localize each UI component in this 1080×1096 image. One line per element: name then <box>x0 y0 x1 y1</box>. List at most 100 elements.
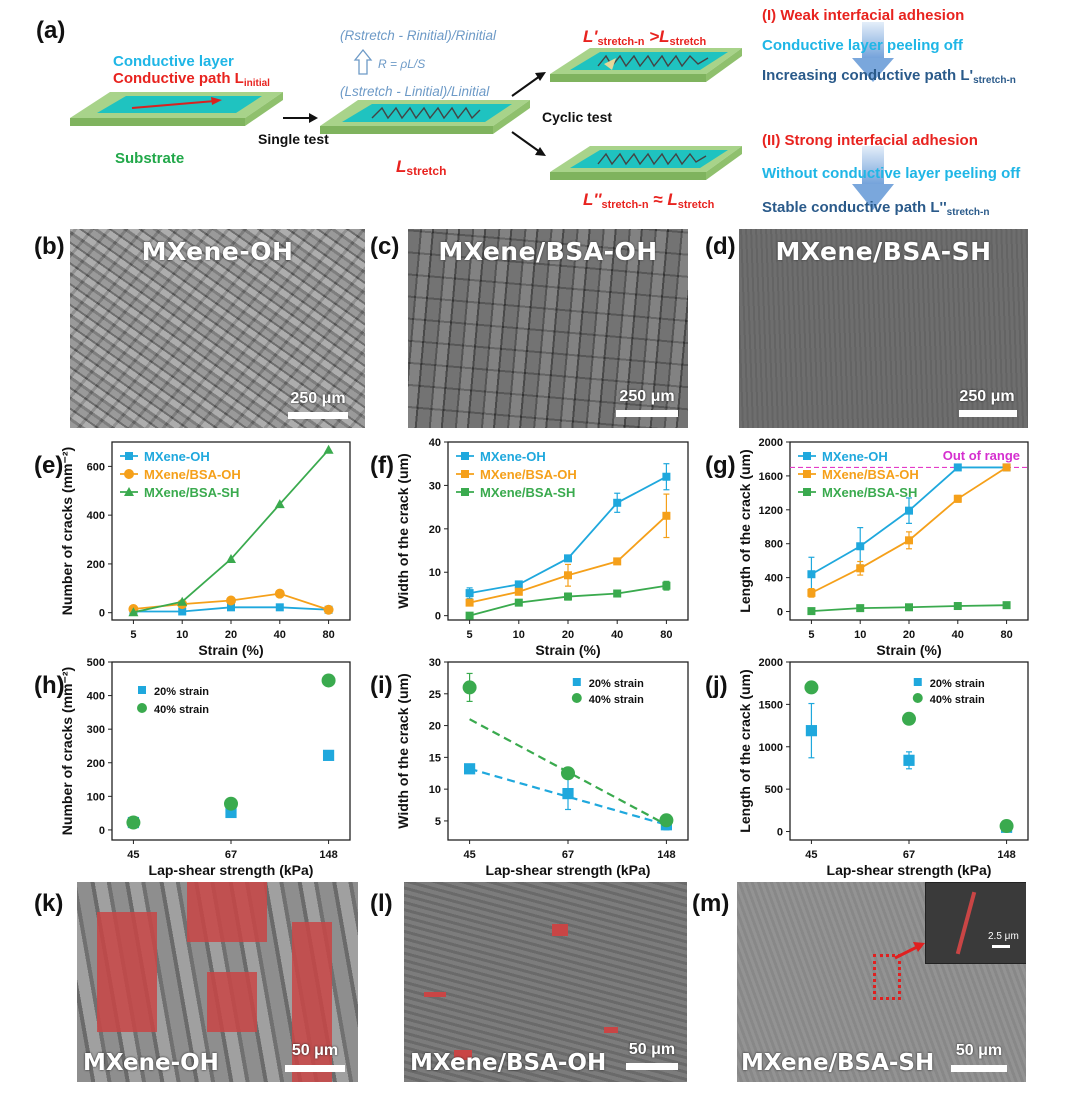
scale-label: 50 μm <box>291 1042 339 1059</box>
panel-label-b: (b) <box>34 233 65 260</box>
substrate-stretched <box>320 100 530 134</box>
sem-image-mxene-bsa-sh-cracks: 2.5 μm MXene/BSA-SH 50 μm <box>737 882 1026 1082</box>
scale-label: 50 μm <box>628 1041 676 1058</box>
panel-label-g: (g) <box>705 452 736 479</box>
resistance-formula: R = ρL/S <box>378 57 425 71</box>
sem-name: MXene/BSA-SH <box>741 1050 935 1076</box>
data-point <box>323 444 334 454</box>
x-tick-label: 40 <box>274 629 286 641</box>
conductive-path-label: Conductive path Linitial <box>113 70 270 89</box>
panel-label-k: (k) <box>34 890 64 917</box>
y-tick-label: 600 <box>87 461 105 473</box>
panel-label-i: (i) <box>370 672 393 699</box>
length-ratio: (Lstretch - Linitial)/Linitial <box>340 84 490 99</box>
scale-bar <box>288 412 348 419</box>
scale-bar <box>959 410 1017 417</box>
data-point <box>226 554 236 564</box>
process-arrows <box>283 22 894 210</box>
scale-label: 250 μm <box>959 388 1015 405</box>
stable-path-label: Stable conductive path L''stretch-n <box>762 199 989 218</box>
strong-adhesion-label: (II) Strong interfacial adhesion <box>762 132 978 149</box>
conductive-layer-label: Conductive layer <box>113 53 234 70</box>
sem-image-mxene-oh: MXene-OH 250 μm <box>70 229 365 428</box>
substrate-strong-adhesion <box>550 146 742 180</box>
x-tick-label: 20 <box>225 629 237 641</box>
sem-name: MXene/BSA-OH <box>410 1050 607 1076</box>
sem-image-mxene-oh-cracks: MXene-OH 50 μm <box>77 882 358 1082</box>
legend-marker <box>125 452 133 460</box>
crack-highlight <box>207 972 257 1032</box>
y-tick-label: 200 <box>87 559 105 571</box>
sem-image-mxene-bsa-sh: MXene/BSA-SH 250 μm <box>739 229 1028 428</box>
scale-bar <box>285 1065 345 1072</box>
sem-title: MXene-OH <box>141 237 294 266</box>
substrate-initial <box>70 92 283 126</box>
without-peeling-label: Without conductive layer peeling off <box>762 165 1021 182</box>
x-tick-label: 10 <box>176 629 188 641</box>
y-tick-label: 400 <box>87 510 105 522</box>
data-point <box>178 607 187 616</box>
increasing-path-label: Increasing conductive path L'stretch-n <box>762 67 1016 86</box>
data-point <box>275 603 284 612</box>
data-point <box>274 499 285 509</box>
y-axis-label: Number of cracks (mm⁻²) <box>59 447 75 615</box>
crack-highlight <box>187 882 267 942</box>
panel-label-f: (f) <box>370 452 394 479</box>
scale-label: 250 μm <box>290 390 346 407</box>
highlight-box <box>873 954 901 1000</box>
sem-image-mxene-bsa-oh-cracks: MXene/BSA-OH 50 μm <box>404 882 687 1082</box>
substrate-weak-adhesion <box>550 48 742 82</box>
inset-image: 2.5 μm <box>925 882 1026 964</box>
schematic-diagram: (a) <box>36 7 1021 218</box>
condition-weak: L'stretch-n >Lstretch <box>583 27 707 48</box>
legend-label: MXene/BSA-OH <box>144 467 241 482</box>
panel-label-a: (a) <box>36 17 65 44</box>
crack-highlight <box>292 922 332 1082</box>
data-point <box>227 603 235 612</box>
data-point <box>274 588 285 599</box>
sem-image-mxene-bsa-oh: MXene/BSA-OH 250 μm <box>408 229 688 428</box>
panel-label-d: (d) <box>705 233 736 260</box>
legend-label: MXene-OH <box>144 449 210 464</box>
panel-label-m: (m) <box>692 890 730 917</box>
inset-scale-label: 2.5 μm <box>988 931 1019 942</box>
y-tick-label: 0 <box>99 608 105 620</box>
peeling-off-label: Conductive layer peeling off <box>762 37 964 54</box>
panel-label-c: (c) <box>370 233 400 260</box>
cyclic-test-label: Cyclic test <box>542 109 612 125</box>
substrate-label: Substrate <box>115 150 184 167</box>
sem-title: MXene/BSA-OH <box>438 237 658 266</box>
scale-bar <box>626 1063 678 1070</box>
inset-scale-bar <box>992 945 1010 948</box>
sem-title: MXene/BSA-SH <box>775 237 992 266</box>
scale-label: 50 μm <box>955 1042 1003 1059</box>
panel-label-h: (h) <box>34 672 65 699</box>
scale-bar <box>616 410 678 417</box>
pointer-arrow <box>894 942 925 960</box>
legend-label: MXene/BSA-SH <box>144 485 239 500</box>
panel-label-e: (e) <box>34 452 64 479</box>
weak-adhesion-label: (I) Weak interfacial adhesion <box>762 7 964 24</box>
resistance-ratio: (Rstretch - Rinitial)/Rinitial <box>340 28 497 43</box>
condition-strong: L''stretch-n ≈ Lstretch <box>583 190 715 211</box>
legend-marker <box>124 487 134 496</box>
crack-highlight <box>97 912 157 1032</box>
crack-highlight <box>604 1027 618 1033</box>
crack-highlight <box>552 924 568 936</box>
crack-highlight <box>454 1050 472 1060</box>
sem-name: MXene-OH <box>83 1050 219 1076</box>
data-point <box>226 595 236 606</box>
x-tick-label: 80 <box>322 629 334 641</box>
l-stretch-label: Lstretch <box>396 157 446 178</box>
single-test-label: Single test <box>258 131 329 147</box>
scale-label: 250 μm <box>619 388 675 405</box>
data-point <box>128 607 139 617</box>
crack-highlight <box>424 992 446 997</box>
panel-label-l: (l) <box>370 890 393 917</box>
data-point <box>177 596 188 606</box>
legend-marker <box>124 469 134 479</box>
panel-label-j: (j) <box>705 672 728 699</box>
scale-bar <box>951 1065 1007 1072</box>
